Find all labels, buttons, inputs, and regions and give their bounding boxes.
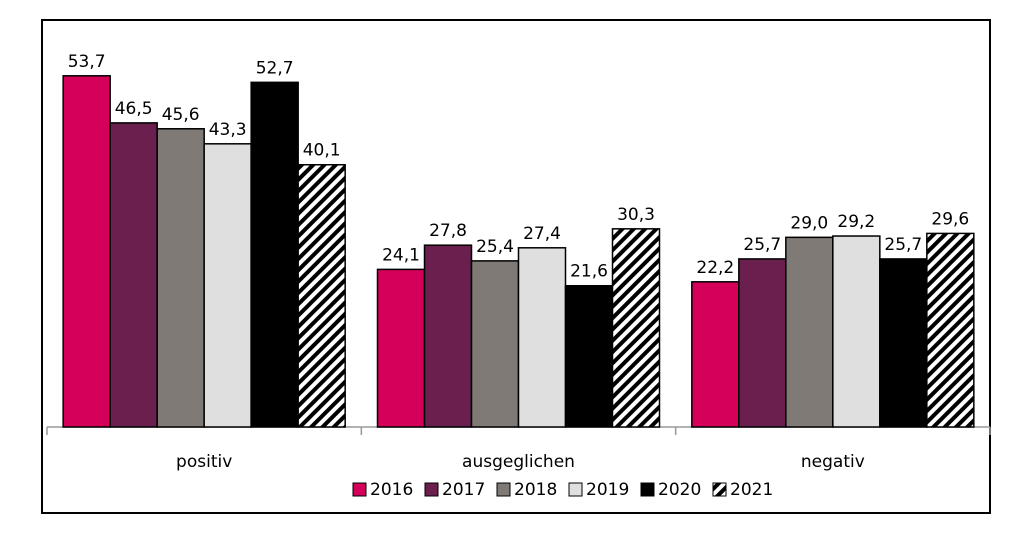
data-label: 43,3 xyxy=(209,120,247,140)
x-tick-label: positiv xyxy=(176,452,232,472)
data-label: 40,1 xyxy=(303,141,341,161)
legend-swatch xyxy=(496,482,511,497)
bar xyxy=(691,281,740,428)
bar xyxy=(785,236,834,428)
bar xyxy=(926,232,975,428)
bar xyxy=(62,75,111,428)
data-label: 24,1 xyxy=(382,245,420,265)
bar xyxy=(611,228,661,428)
bar xyxy=(423,244,473,428)
legend-label: 2018 xyxy=(514,480,557,500)
data-label: 29,6 xyxy=(931,209,969,229)
bar xyxy=(109,122,158,428)
legend-label: 2016 xyxy=(370,480,413,500)
data-label: 25,7 xyxy=(743,235,781,255)
legend-label: 2019 xyxy=(586,480,629,500)
bar xyxy=(297,163,346,428)
bar xyxy=(470,260,520,428)
data-label: 21,6 xyxy=(570,262,608,282)
x-tick-label: negativ xyxy=(801,452,865,472)
data-label: 53,7 xyxy=(68,52,106,72)
data-label: 25,7 xyxy=(884,235,922,255)
data-label: 30,3 xyxy=(617,205,655,225)
bar xyxy=(879,258,928,428)
legend-label: 2020 xyxy=(658,480,701,500)
bar xyxy=(564,284,614,428)
legend-label: 2021 xyxy=(730,480,773,500)
bar xyxy=(517,247,567,428)
x-tick-label: ausgeglichen xyxy=(462,452,575,472)
legend-swatch xyxy=(424,482,439,497)
data-label: 29,2 xyxy=(837,212,875,232)
data-label: 25,4 xyxy=(476,237,514,257)
bar xyxy=(156,128,205,428)
data-label: 27,8 xyxy=(429,221,467,241)
data-label: 52,7 xyxy=(256,58,294,78)
bar xyxy=(738,258,787,428)
bar xyxy=(250,81,299,428)
legend-swatch xyxy=(712,482,727,497)
legend-swatch xyxy=(352,482,367,497)
data-label: 45,6 xyxy=(162,105,200,125)
legend-swatch xyxy=(640,482,655,497)
bar xyxy=(832,235,881,428)
bar xyxy=(376,268,426,428)
data-label: 29,0 xyxy=(790,213,828,233)
data-label: 22,2 xyxy=(696,258,734,278)
bar xyxy=(203,143,252,428)
data-label: 46,5 xyxy=(115,99,153,119)
data-label: 27,4 xyxy=(523,224,561,244)
legend-label: 2017 xyxy=(442,480,485,500)
legend-swatch xyxy=(568,482,583,497)
